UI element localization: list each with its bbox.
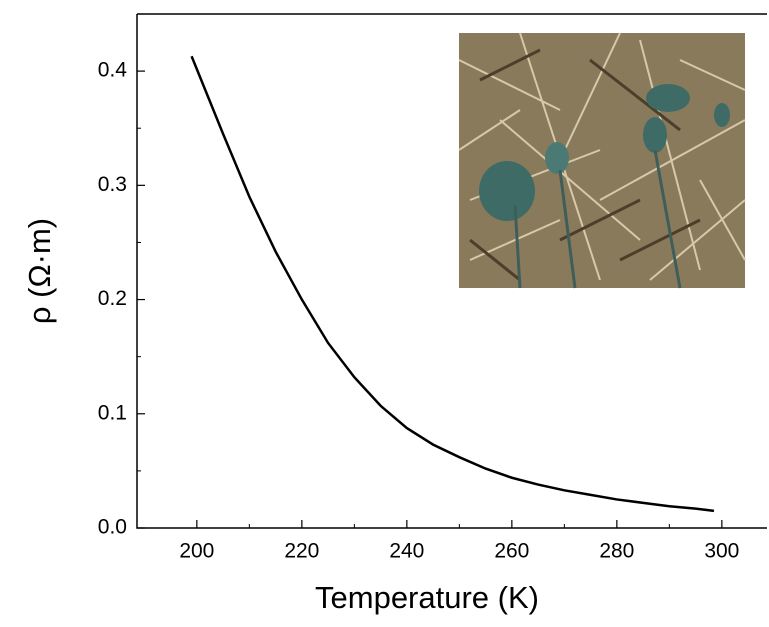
- y-tick-label: 0.4: [98, 59, 128, 82]
- x-tick-label: 260: [494, 540, 529, 563]
- photo-blob: [646, 84, 690, 112]
- y-axis-label: ρ (Ω·m): [22, 218, 57, 324]
- photo-background: [459, 33, 745, 288]
- x-tick-label: 200: [179, 540, 214, 563]
- y-tick-label: 0.2: [98, 287, 127, 310]
- inset-photo: [458, 32, 746, 289]
- photo-blob: [714, 103, 730, 127]
- x-axis-label: Temperature (K): [315, 580, 539, 615]
- y-tick-label: 0.1: [98, 401, 127, 424]
- x-tick-label: 240: [389, 540, 424, 563]
- photo-wires: [513, 149, 682, 289]
- y-tick-label: 0.3: [98, 173, 127, 196]
- x-tick-label: 280: [599, 540, 634, 563]
- data-line: [190, 55, 715, 513]
- x-tick-label: 220: [284, 540, 319, 563]
- photo-blob: [479, 161, 535, 221]
- photo-blob: [643, 117, 667, 153]
- photo-blob: [545, 142, 569, 174]
- photo-shadows: [469, 48, 701, 282]
- x-tick-label: 300: [704, 540, 739, 563]
- y-tick-label: 0.0: [98, 516, 127, 539]
